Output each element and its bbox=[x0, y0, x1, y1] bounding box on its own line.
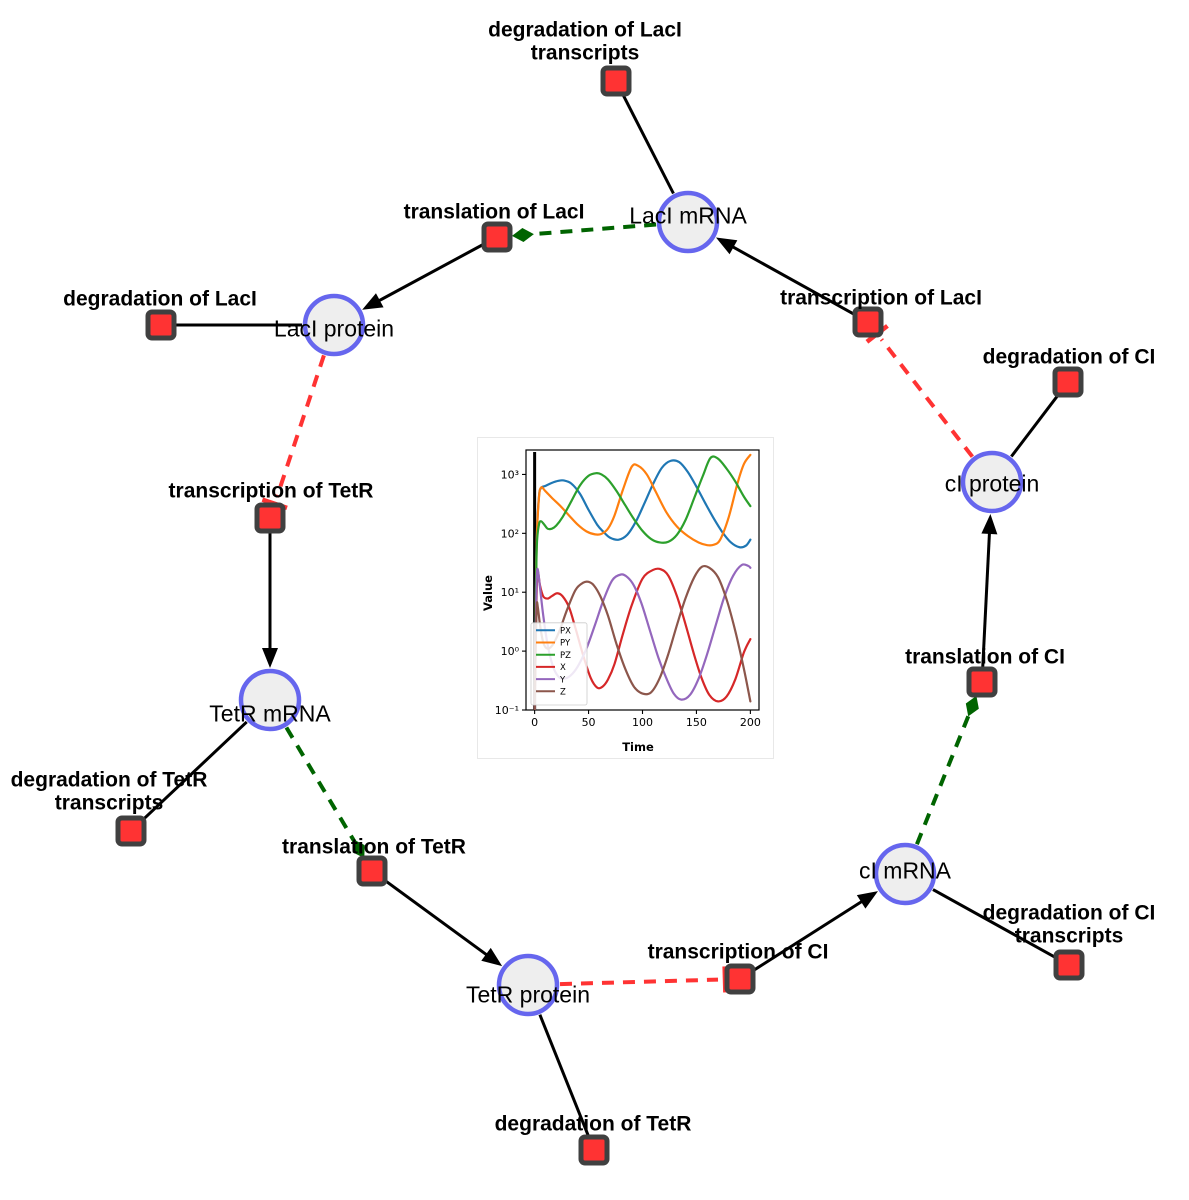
series-line-PY bbox=[533, 453, 752, 710]
edge-catalysis bbox=[520, 222, 657, 238]
plot-legend: PX PY PZ XYZ bbox=[530, 622, 588, 706]
edge-substrate bbox=[725, 242, 856, 317]
edge-inhibition bbox=[275, 354, 326, 498]
x-tick-label: 100 bbox=[632, 716, 653, 729]
y-tick-label: 10² bbox=[501, 527, 519, 540]
x-tick-label: 50 bbox=[582, 716, 596, 729]
species-node-laci_mrna[interactable] bbox=[656, 190, 720, 254]
reaction-node-transcription_laci[interactable] bbox=[852, 306, 884, 338]
reaction-node-transcription_ci[interactable] bbox=[724, 963, 756, 995]
legend-box bbox=[530, 622, 588, 706]
reaction-node-degradation_laci[interactable] bbox=[145, 309, 177, 341]
legend-label-Z: Z bbox=[560, 688, 566, 698]
arrowhead-triangle bbox=[262, 648, 278, 668]
edge-catalysis bbox=[915, 703, 975, 846]
arrowhead-triangle bbox=[715, 237, 738, 255]
edge-inhibition bbox=[559, 977, 719, 987]
series-line-PX bbox=[533, 459, 752, 710]
plot-series bbox=[533, 453, 752, 710]
arrowhead-triangle bbox=[362, 293, 384, 310]
species-node-ci_protein[interactable] bbox=[960, 450, 1024, 514]
reaction-node-transcription_tetr[interactable] bbox=[254, 502, 286, 534]
arrowhead-triangle bbox=[981, 513, 998, 535]
reaction-node-translation_ci[interactable] bbox=[966, 666, 998, 698]
reaction-node-degradation_ci[interactable] bbox=[1052, 366, 1084, 398]
edge-layer bbox=[140, 93, 1061, 1137]
edge-substrate bbox=[140, 720, 248, 822]
edge-substrate bbox=[621, 93, 675, 195]
reaction-node-translation_tetr[interactable] bbox=[356, 855, 388, 887]
node-layer bbox=[115, 65, 1085, 1166]
reaction-node-degradation_tetr_transcripts[interactable] bbox=[115, 815, 147, 847]
x-tick-label: 0 bbox=[531, 716, 538, 729]
species-node-ci_mrna[interactable] bbox=[873, 842, 937, 906]
series-line-X bbox=[533, 567, 752, 710]
edge-substrate bbox=[932, 888, 1057, 960]
edge-substrate bbox=[751, 896, 869, 973]
y-tick-label: 10¹ bbox=[501, 586, 519, 599]
reaction-node-degradation_tetr[interactable] bbox=[578, 1134, 610, 1166]
timecourse-plot: 0 50 100 150 200 10⁻¹ 10⁰ 10¹ 10² 10³ PX PY PZ XYZ T… bbox=[481, 449, 761, 754]
arrowhead-diamond bbox=[965, 695, 979, 717]
edge-inhibition bbox=[879, 338, 974, 458]
edge-catalysis bbox=[284, 726, 362, 852]
species-node-laci_protein[interactable] bbox=[302, 293, 366, 357]
timecourse-chart: 0 50 100 150 200 10⁻¹ 10⁰ 10¹ 10² 10³ PX PY PZ X Y Z T… bbox=[477, 437, 774, 759]
legend-label-PX: PX bbox=[560, 627, 571, 637]
edge-substrate bbox=[1010, 393, 1061, 458]
edge-substrate bbox=[538, 1014, 590, 1137]
reaction-node-degradation_ci_transcripts[interactable] bbox=[1053, 949, 1085, 981]
legend-label-Y: Y bbox=[559, 675, 566, 685]
arrowhead-diamond bbox=[352, 839, 365, 859]
edge-substrate bbox=[372, 242, 485, 306]
y-tick-label: 10⁻¹ bbox=[495, 704, 519, 717]
y-tick-label: 10³ bbox=[501, 468, 519, 481]
arrowhead-triangle bbox=[481, 947, 503, 967]
plot-ticks: 0 50 100 150 200 10⁻¹ 10⁰ 10¹ 10² 10³ bbox=[495, 468, 761, 729]
reaction-node-degradation_laci_transcripts[interactable] bbox=[600, 65, 632, 97]
edge-substrate bbox=[981, 525, 992, 668]
arrowhead-triangle bbox=[856, 891, 879, 909]
y-tick-label: 10⁰ bbox=[501, 645, 520, 658]
legend-label-PZ: PZ bbox=[560, 651, 571, 661]
y-axis-label: Value bbox=[481, 575, 495, 611]
x-axis-label: Time bbox=[622, 740, 654, 754]
species-node-tetr_protein[interactable] bbox=[496, 953, 560, 1017]
x-tick-label: 200 bbox=[740, 716, 761, 729]
legend-label-PY: PY bbox=[560, 639, 571, 649]
edge-substrate bbox=[383, 878, 494, 961]
x-tick-label: 150 bbox=[686, 716, 707, 729]
reaction-node-translation_laci[interactable] bbox=[481, 221, 513, 253]
series-line-PZ bbox=[533, 455, 752, 710]
arrowhead-diamond bbox=[511, 227, 534, 242]
legend-label-X: X bbox=[560, 663, 566, 673]
species-node-tetr_mrna[interactable] bbox=[238, 668, 302, 732]
